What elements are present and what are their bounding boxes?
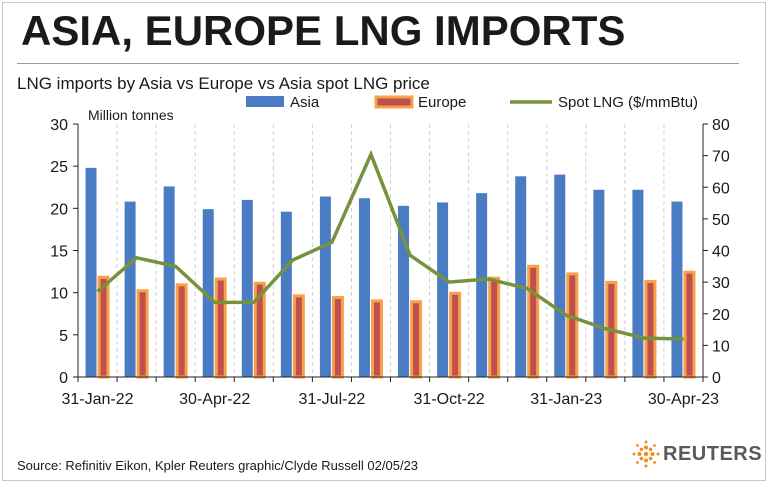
asia-bar [671,201,683,377]
headline: ASIA, EUROPE LNG IMPORTS [21,7,626,54]
europe-bar [292,294,305,379]
asia-bar [437,202,449,377]
legend-europe-label: Europe [418,94,466,111]
asia-bar [163,186,175,377]
reuters-logo: REUTERS [631,440,762,468]
left-tick-label: 0 [59,370,68,387]
europe-bar [331,296,344,379]
right-tick-label: 0 [712,370,721,387]
title-divider [17,63,739,64]
asia-bar [319,196,331,377]
europe-bar [566,272,579,379]
europe-bar [175,283,188,379]
europe-bar [214,277,227,379]
legend-europe-swatch [374,95,414,109]
x-tick-label: 31-Jan-23 [530,391,602,408]
asia-bar [85,167,97,377]
right-tick-label: 20 [712,307,730,324]
right-tick-label: 80 [712,117,730,134]
asia-bar [398,205,410,377]
legend-asia-swatch [246,96,284,107]
left-tick-label: 20 [50,201,68,218]
chart-subtitle: LNG imports by Asia vs Europe vs Asia sp… [17,74,430,93]
right-tick-label: 50 [712,212,730,229]
left-tick-label: 15 [50,244,68,261]
europe-bar [488,276,501,379]
europe-bar [97,275,110,379]
asia-bar [124,201,136,377]
right-tick-label: 70 [712,149,730,166]
asia-bar [241,199,253,377]
x-tick-label: 30-Apr-22 [179,391,250,408]
x-tick-label: 31-Jan-22 [62,391,134,408]
reuters-logo-icon [632,440,660,468]
europe-bar [527,264,540,379]
reuters-logo-text: REUTERS [663,443,763,465]
asia-bar [476,193,488,377]
source-note: Source: Refinitiv Eikon, Kpler Reuters g… [17,458,419,473]
asia-bar [202,209,214,377]
left-tick-label: 5 [59,328,68,345]
europe-bar [136,289,149,379]
y-axis-unit-label: Million tonnes [88,107,174,123]
europe-bar [449,291,462,379]
europe-bar [370,299,383,379]
asia-bar [554,174,566,377]
right-tick-label: 30 [712,275,730,292]
left-tick-label: 25 [50,159,68,176]
left-tick-label: 10 [50,286,68,303]
europe-bar [683,270,696,379]
x-tick-label: 31-Jul-22 [299,391,366,408]
asia-bar [515,176,527,377]
asia-bar [280,211,292,377]
spot-lng-line [96,149,684,341]
asia-bar [358,198,370,377]
asia-bar [632,189,644,377]
x-tick-label: 30-Apr-23 [648,391,719,408]
legend-spot-label: Spot LNG ($/mmBtu) [558,94,698,111]
europe-bar [410,300,423,379]
x-tick-label: 31-Oct-22 [414,391,485,408]
right-tick-label: 10 [712,338,730,355]
right-tick-label: 60 [712,180,730,197]
right-tick-label: 40 [712,244,730,261]
europe-bar [644,280,657,379]
legend-asia-label: Asia [290,94,320,111]
asia-bar [593,189,605,377]
left-tick-label: 30 [50,117,68,134]
